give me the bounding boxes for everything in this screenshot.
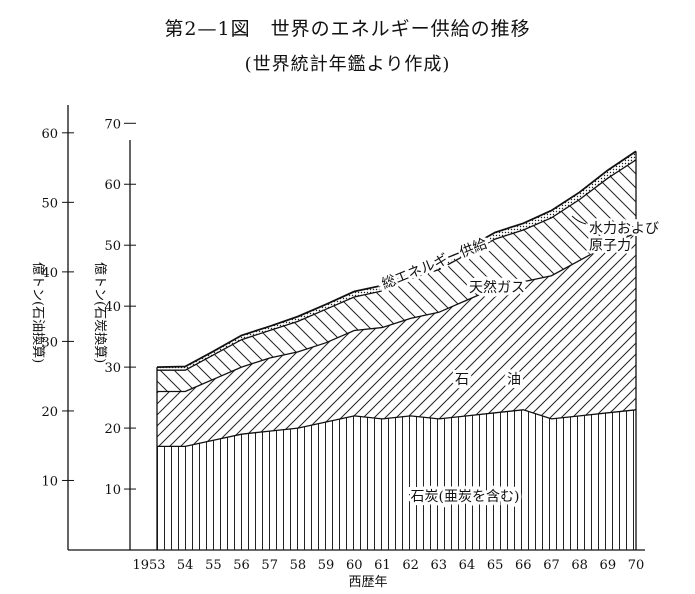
left-y-axis-label: 億トン(石油換算) (30, 262, 46, 363)
x-tick-label: 58 (290, 558, 307, 573)
x-tick-label: 64 (459, 558, 476, 573)
x-tick-label: 57 (261, 558, 278, 573)
hydro-nuclear-label-1: 水力および (589, 221, 659, 237)
x-tick-label: 68 (571, 558, 588, 573)
x-tick-label: 61 (374, 558, 391, 573)
chart-title: 第2—1図 世界のエネルギー供給の推移 (164, 18, 531, 40)
right-tick-label: 20 (104, 422, 121, 437)
x-tick-label: 69 (600, 558, 617, 573)
x-tick-label: 70 (628, 558, 645, 573)
right-tick-label: 60 (104, 178, 121, 193)
natural-gas-area (157, 159, 636, 392)
x-tick-label: 66 (515, 558, 532, 573)
left-y-ticks: 10 20 30 40 50 60 (41, 127, 74, 489)
series-boundary-line (157, 409, 637, 448)
x-tick-label: 56 (233, 558, 250, 573)
oil-label-2: 油 (507, 372, 521, 388)
left-tick-label: 20 (41, 405, 58, 420)
stacked-areas (156, 150, 637, 550)
series-boundary-line (157, 232, 637, 393)
oil-area (157, 233, 636, 447)
series-boundary-line (157, 159, 637, 371)
oil-label-1: 石 (455, 372, 469, 388)
x-tick-label: 62 (402, 558, 419, 573)
x-tick-label: 65 (487, 558, 504, 573)
x-tick-label: 60 (346, 558, 363, 573)
left-tick-label: 50 (41, 196, 58, 211)
x-tick-label: 59 (318, 558, 335, 573)
chart-subtitle: (世界統計年鑑より作成) (244, 54, 451, 75)
left-tick-label: 10 (41, 474, 58, 489)
x-tick-label: 63 (430, 558, 447, 573)
left-tick-label: 60 (41, 127, 58, 142)
left-tick-label: 30 (41, 335, 58, 350)
hydro-nuclear-pointer (571, 215, 587, 225)
hydro-nuclear-label-2: 原子力 (589, 238, 631, 254)
right-tick-label: 50 (104, 239, 121, 254)
right-tick-label: 10 (104, 483, 121, 498)
right-tick-label: 40 (104, 300, 121, 315)
right-y-axis-label: 億トン(石炭換算) (92, 262, 108, 363)
right-y-ticks: 10 20 30 40 50 60 70 (104, 117, 136, 498)
x-ticks: 1953 54 55 56 57 58 59 60 61 62 63 64 65 66 67 68 69 70 (132, 558, 644, 573)
coal-label: 石炭(亜炭を含む) (411, 489, 520, 505)
left-tick-label: 40 (41, 266, 58, 281)
series-boundary-line (156, 150, 637, 368)
right-tick-label: 70 (104, 117, 121, 132)
x-tick-label: 55 (205, 558, 222, 573)
right-tick-label: 30 (104, 361, 121, 376)
x-axis-label: 西歴年 (348, 575, 387, 590)
x-tick-label: 67 (543, 558, 560, 573)
coal-area (157, 409, 636, 550)
x-tick-label: 54 (177, 558, 194, 573)
gas-label: 天然ガス (469, 279, 525, 296)
x-tick-label: 1953 (132, 558, 165, 573)
